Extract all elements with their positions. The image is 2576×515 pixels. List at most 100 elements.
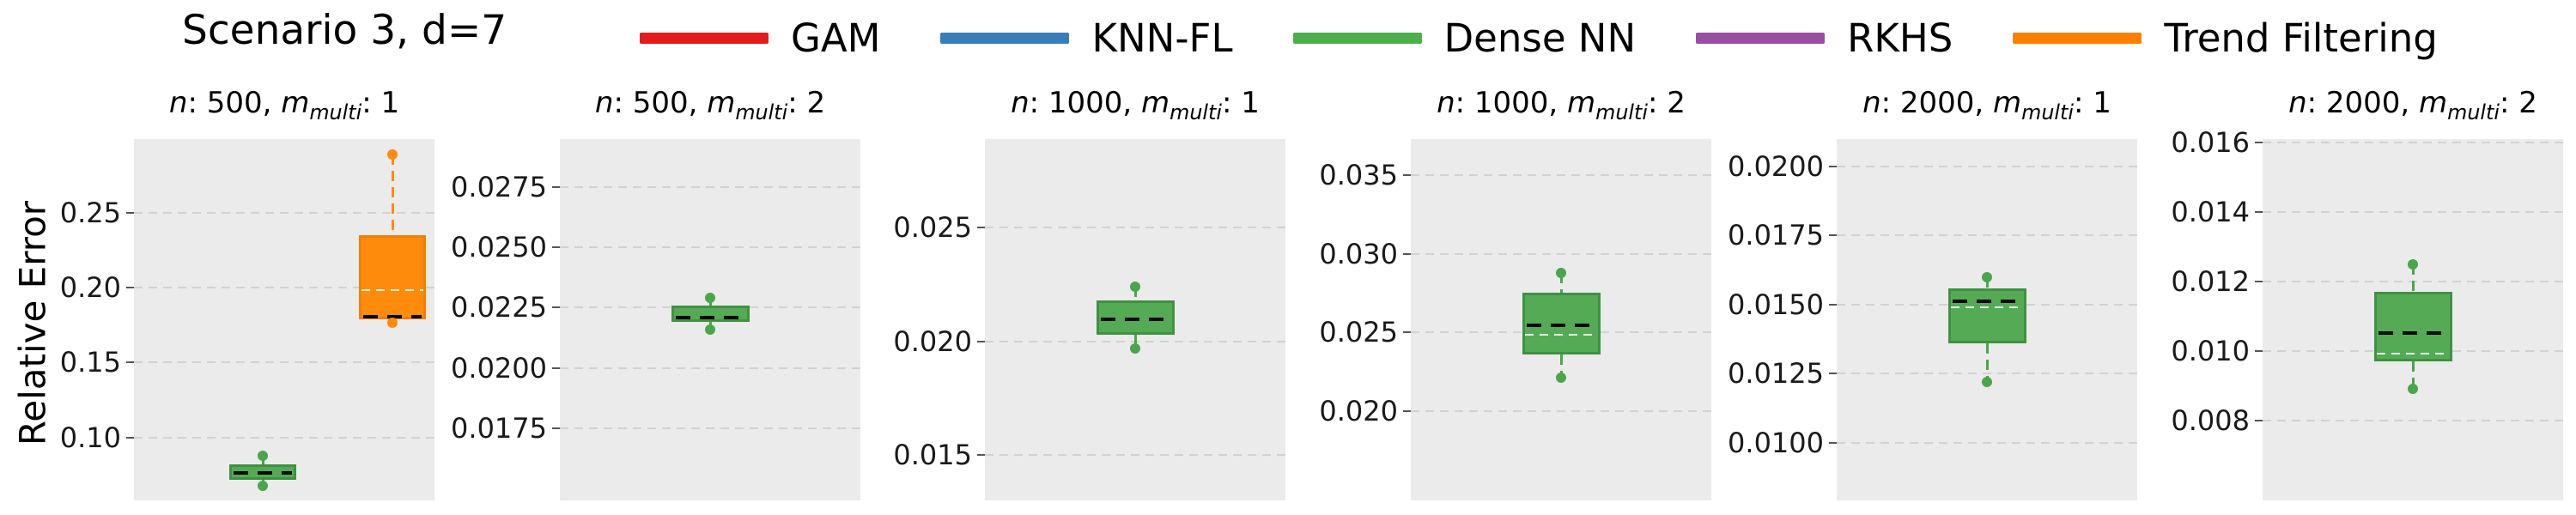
boxplot-whisker-cap-dot-low (1982, 376, 1992, 387)
boxplot-box-dense-nn (671, 305, 750, 323)
y-tick-label: 0.0200 (451, 351, 547, 385)
subplot-title: n: 1000, mmulti: 1 (1011, 86, 1260, 124)
y-tick-label: 0.0225 (451, 291, 547, 324)
legend: GAM KNN-FL Dense NN RKHS Trend Filtering (640, 0, 2438, 76)
y-tick-label: 0.0250 (451, 231, 547, 264)
y-tick-mark (1403, 252, 1411, 255)
y-tick-mark (1403, 331, 1411, 334)
figure-title: Scenario 3, d=7 (182, 7, 507, 54)
gridline-over-box (1524, 334, 1598, 336)
legend-label: Dense NN (1443, 15, 1637, 61)
boxplot-whisker-upper (1133, 287, 1137, 300)
gridline (134, 361, 434, 364)
subplot-title: n: 500, mmulti: 2 (594, 86, 826, 124)
subplot-title: n: 2000, mmulti: 1 (1862, 86, 2111, 124)
legend-label: KNN-FL (1091, 15, 1233, 61)
y-tick-label: 0.015 (893, 439, 972, 472)
y-tick-mark (2255, 142, 2263, 144)
boxplot-whisker-upper (391, 154, 394, 235)
boxplot-box-trend-filtering (359, 234, 427, 319)
legend-item-rkhs: RKHS (1696, 15, 1953, 61)
y-tick-label: 0.0275 (451, 171, 547, 204)
gridline (1411, 252, 1711, 255)
subplot-title: n: 1000, mmulti: 2 (1437, 86, 1686, 124)
gridline (134, 286, 434, 288)
y-tick-mark (552, 246, 560, 249)
gridline (2263, 211, 2563, 213)
y-tick-mark (126, 286, 134, 288)
gridline (560, 246, 860, 249)
y-tick-label: 0.012 (2171, 264, 2250, 298)
y-tick-label: 0.0200 (1728, 150, 1824, 184)
y-tick-mark (2255, 211, 2263, 213)
boxplot-whisker-cap-dot-low (258, 480, 269, 491)
y-tick-label: 0.10 (59, 421, 121, 454)
gridline (134, 436, 434, 439)
y-tick-mark (977, 227, 985, 229)
subplot-title: n: 2000, mmulti: 2 (2288, 86, 2537, 124)
y-tick-mark (2255, 280, 2263, 282)
boxplot-median-line (1526, 324, 1596, 328)
boxplot-median-line (675, 315, 745, 319)
y-tick-label: 0.0175 (451, 411, 547, 445)
subplot-title: n: 500, mmulti: 1 (168, 86, 400, 124)
boxplot-median-line (363, 315, 422, 319)
y-tick-label: 0.008 (2171, 403, 2250, 437)
y-tick-label: 0.014 (2171, 196, 2250, 228)
legend-color-swatch (940, 32, 1070, 44)
gridline (1837, 234, 2137, 237)
y-tick-label: 0.25 (59, 196, 121, 229)
y-tick-label: 0.20 (59, 270, 121, 304)
gridline-over-box (361, 288, 424, 291)
legend-color-swatch (1696, 32, 1826, 44)
y-tick-mark (1829, 303, 1837, 306)
y-tick-label: 0.0175 (1728, 219, 1824, 252)
y-tick-mark (977, 340, 985, 342)
legend-item-knn-fl: KNN-FL (940, 15, 1233, 61)
gridline (2263, 419, 2563, 421)
gridline (560, 367, 860, 369)
y-tick-mark (552, 367, 560, 369)
legend-item-dense-nn: Dense NN (1292, 15, 1637, 61)
y-tick-label: 0.030 (1319, 237, 1398, 270)
boxplot-whisker-lower (2411, 361, 2415, 390)
gridline (1837, 441, 2137, 444)
gridline (985, 454, 1285, 457)
boxplot-median-line (1100, 317, 1170, 321)
y-tick-mark (1829, 234, 1837, 237)
gridline (985, 227, 1285, 229)
gridline (1837, 166, 2137, 168)
boxplot-box-dense-nn (229, 464, 297, 480)
boxplot-box-dense-nn (2373, 292, 2452, 362)
gridline (1411, 409, 1711, 412)
y-tick-mark (552, 306, 560, 309)
y-tick-label: 0.025 (1319, 316, 1398, 349)
legend-color-swatch (1292, 32, 1422, 44)
boxplot-whisker-cap-dot-low (2408, 384, 2418, 395)
gridline (560, 186, 860, 189)
boxplot-box-dense-nn (1096, 300, 1175, 335)
boxplot-whisker-lower (1985, 342, 1989, 382)
y-tick-label: 0.0150 (1728, 288, 1824, 321)
legend-label: Trend Filtering (2164, 15, 2438, 61)
boxplot-median-line (2378, 330, 2448, 335)
boxplot-box-dense-nn (1947, 288, 2026, 343)
y-tick-mark (1403, 409, 1411, 412)
y-tick-label: 0.15 (59, 346, 121, 379)
boxplot-whisker-upper (1559, 272, 1563, 294)
y-tick-mark (552, 427, 560, 429)
y-tick-label: 0.0125 (1728, 357, 1824, 391)
boxplot-whisker-cap-dot-low (1130, 342, 1140, 354)
y-tick-mark (126, 361, 134, 364)
boxplot-median-line (1952, 300, 2022, 304)
gridline (560, 427, 860, 429)
y-tick-mark (126, 211, 134, 214)
boxplot-whisker-cap-dot-high (387, 149, 398, 161)
gridline-over-box (1950, 306, 2024, 308)
legend-item-trend-filtering: Trend Filtering (2013, 15, 2438, 61)
y-tick-mark (2255, 349, 2263, 352)
boxplot-whisker-cap-dot-high (1130, 282, 1140, 293)
y-tick-mark (2255, 419, 2263, 421)
y-tick-mark (126, 436, 134, 439)
boxplot-box-dense-nn (1522, 293, 1601, 354)
